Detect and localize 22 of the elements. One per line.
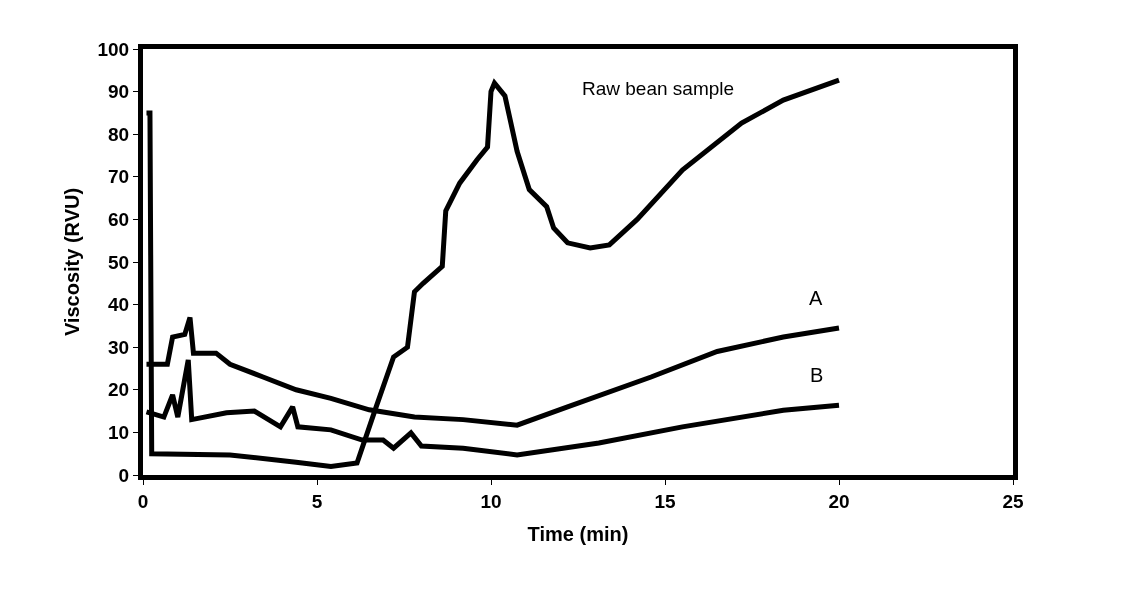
y-axis-title: Viscosity (RVU) <box>61 187 83 337</box>
x-tick-label: 10 <box>480 490 502 512</box>
x-tick-label: 15 <box>654 490 676 512</box>
y-tick-label: 70 <box>108 166 130 188</box>
y-tick-label: 40 <box>108 294 130 316</box>
series-label: B <box>810 364 824 386</box>
series-label: Raw bean sample <box>582 78 735 99</box>
y-tick-label: 100 <box>97 38 130 60</box>
y-tick-label: 20 <box>108 379 130 401</box>
x-tick-label: 20 <box>828 490 850 512</box>
y-tick-label: 60 <box>108 209 130 231</box>
y-tick-label: 30 <box>108 336 130 358</box>
x-tick-label: 0 <box>137 490 149 512</box>
y-tick-label: 80 <box>108 123 130 145</box>
y-tick-label: 10 <box>108 422 130 444</box>
y-tick-label: 50 <box>108 251 130 273</box>
x-axis-title: Time (min) <box>527 523 629 546</box>
x-tick-label: 25 <box>1002 490 1024 512</box>
series-label: A <box>809 287 823 309</box>
y-tick-label: 90 <box>108 81 130 103</box>
y-tick-label: 0 <box>118 464 130 486</box>
x-tick-label: 5 <box>311 490 323 512</box>
